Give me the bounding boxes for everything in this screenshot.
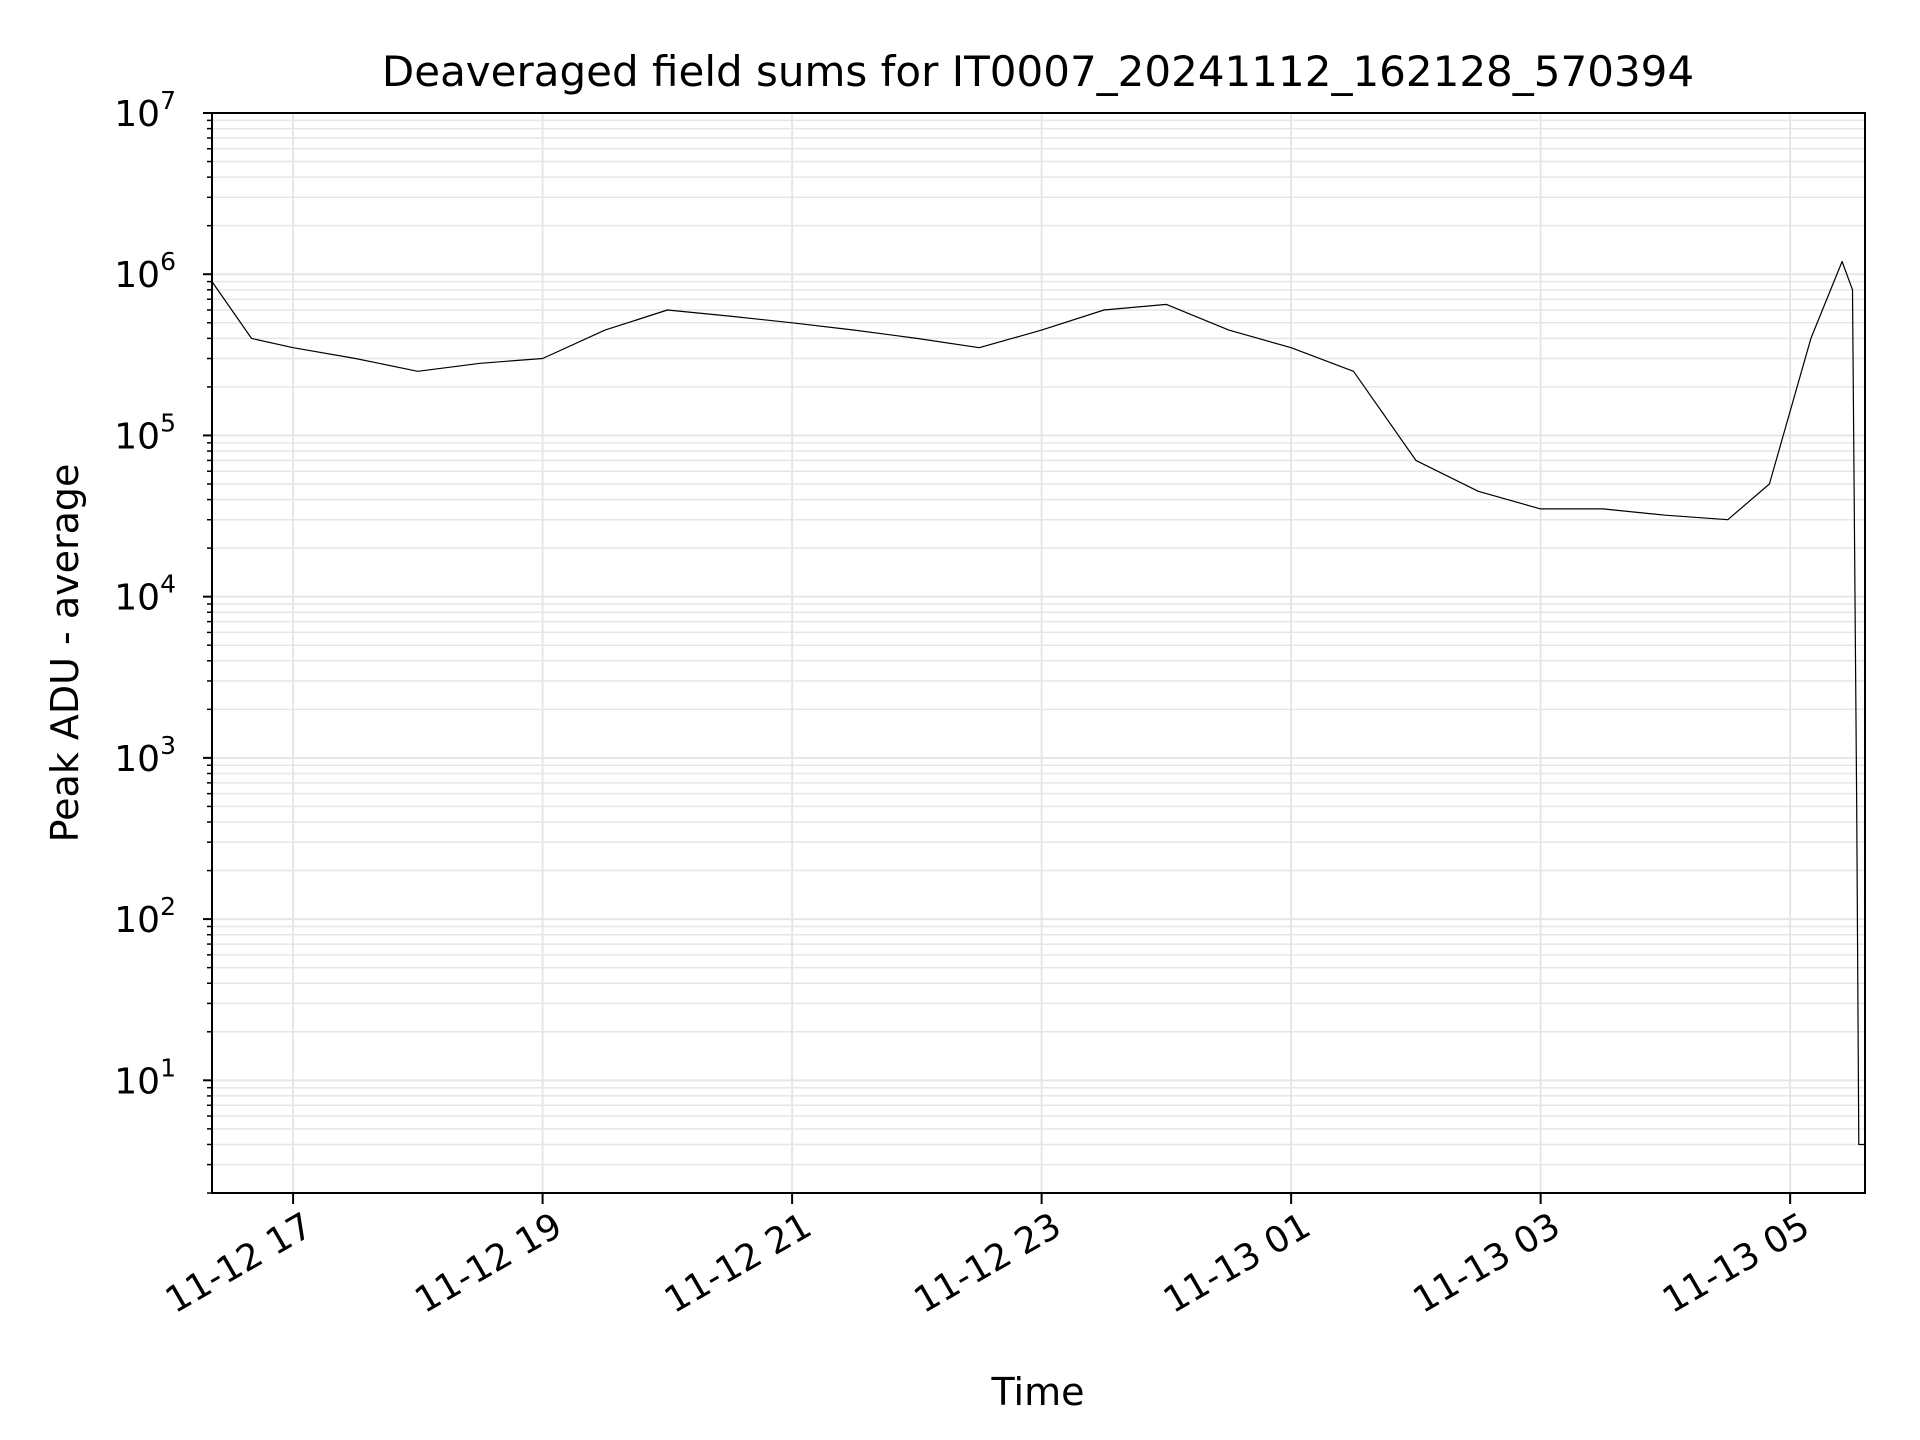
y-tick-label: 105 [114,408,176,457]
y-tick-label: 104 [114,570,176,619]
y-tick-label: 103 [114,731,176,780]
grid [212,113,1865,1194]
y-tick-label: 106 [114,247,176,296]
plot-area [211,260,1865,1146]
y-tick-label: 107 [114,86,176,135]
series-line [211,260,1865,1146]
y-axis-label: Peak ADU - average [43,464,87,843]
chart-title: Deaveraged field sums for IT0007_2024111… [382,47,1694,96]
axes-frame [211,112,1866,1194]
y-tick-label: 101 [114,1053,176,1102]
y-tick-label: 102 [114,892,176,941]
x-axis-label: Time [991,1370,1085,1414]
